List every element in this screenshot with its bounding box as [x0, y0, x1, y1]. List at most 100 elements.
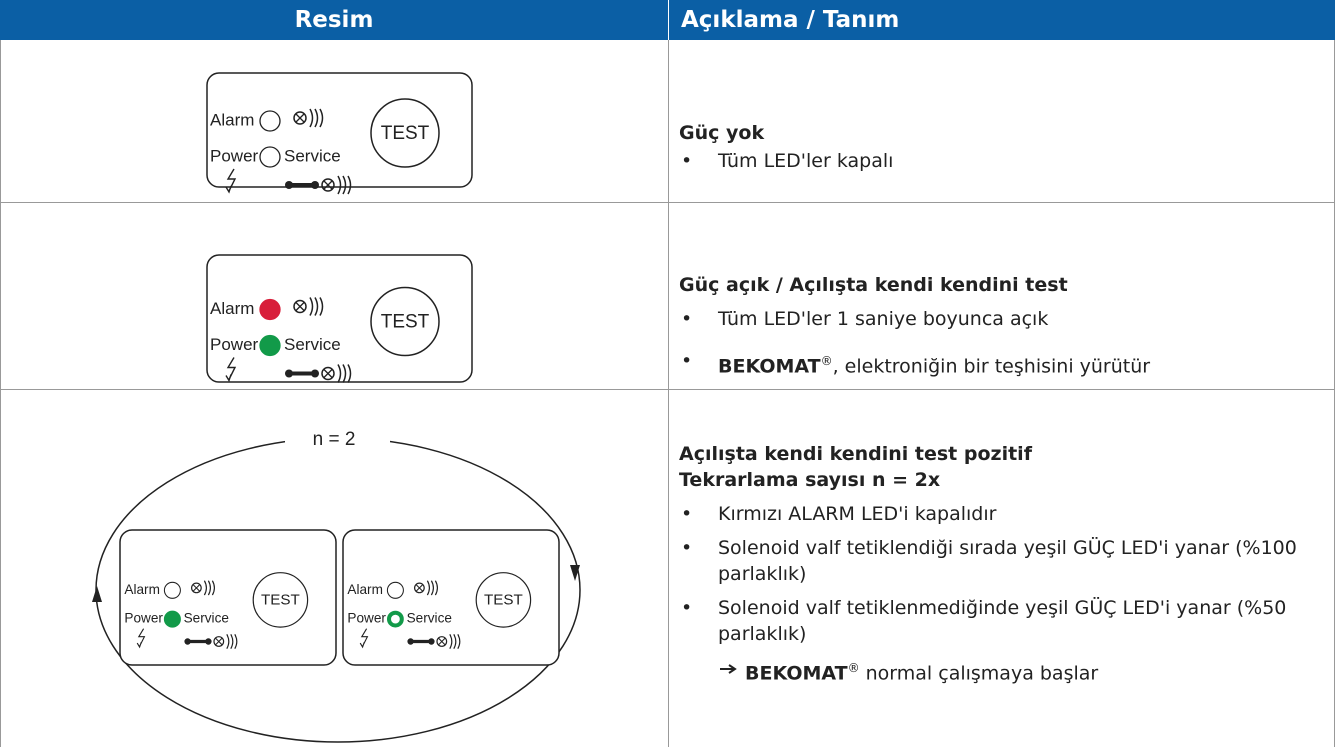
- beacon-icon: [295, 302, 305, 311]
- beacon-wave: [342, 364, 347, 383]
- beacon-wave: [314, 108, 319, 128]
- arrow-icon: [720, 664, 737, 674]
- power-icon: [225, 357, 237, 383]
- border: [0, 202, 1335, 203]
- beacon-wave: [234, 634, 238, 649]
- power-led: [259, 146, 281, 168]
- beacon-wave: [314, 297, 319, 316]
- cycle-arrow: [570, 565, 580, 581]
- beacon-icon: [436, 636, 448, 647]
- header-text: Açıklama / Tanım: [681, 7, 900, 33]
- power-icon: [225, 168, 237, 194]
- beacon-wave: [426, 580, 430, 596]
- brand-mark: ®: [820, 354, 833, 368]
- wrench-icon: [311, 181, 319, 189]
- panel-content: Alarm Power Service TEST: [210, 286, 440, 383]
- wrench-icon: [184, 638, 191, 645]
- beacon-icon: [295, 113, 305, 123]
- power-led: [163, 610, 181, 628]
- header-cell: Resim: [0, 0, 668, 40]
- beacon-wave: [337, 175, 342, 195]
- cell-text: Açılışta kendi kendini test pozitif Tekr…: [679, 441, 1319, 686]
- beacon-wave: [337, 364, 342, 383]
- cycle-arrow: [92, 586, 102, 602]
- led-label: Alarm: [210, 110, 254, 129]
- led-label: Power: [347, 611, 386, 626]
- beacon-wave: [309, 108, 314, 128]
- led-label: Power: [210, 146, 259, 165]
- beacon-icon: [293, 299, 307, 314]
- row-subtitle: Tekrarlama sayısı n = 2x: [679, 469, 941, 491]
- wrench-icon: [407, 638, 414, 645]
- illustrations: n = 2 Alarm Power Service TEST Alarm Power Ser…: [92, 72, 581, 743]
- beacon-wave: [207, 580, 211, 596]
- beacon-icon: [215, 637, 223, 646]
- device-panel: [206, 72, 473, 188]
- test-label: TEST: [381, 123, 430, 144]
- cell-text: Güç açık / Açılışta kendi kendini test T…: [679, 272, 1319, 379]
- border: [668, 40, 669, 747]
- brand: BEKOMAT: [745, 662, 848, 685]
- header-text: Resim: [294, 7, 374, 33]
- alarm-led: [386, 581, 404, 599]
- row-title: Güç yok: [679, 122, 765, 144]
- power-icon: [359, 628, 369, 649]
- bullet-item: Tüm LED'ler 1 saniye boyunca açık: [679, 306, 1319, 332]
- test-button: [370, 98, 440, 168]
- power-icon: [136, 628, 146, 649]
- beacon-wave: [211, 580, 215, 596]
- test-button: [370, 286, 440, 357]
- bullet-item: Kırmızı ALARM LED'i kapalıdır: [679, 501, 1319, 527]
- beacon-wave: [453, 634, 457, 649]
- device-panel: [206, 254, 473, 383]
- beacon-icon: [321, 178, 335, 192]
- led-label: Service: [284, 335, 341, 354]
- beacon-wave: [309, 297, 314, 316]
- beacon-icon: [293, 111, 307, 125]
- label-gap: [285, 425, 390, 453]
- device-panel: [119, 529, 337, 666]
- led-label: Alarm: [124, 582, 159, 597]
- bullet-item: Solenoid valf tetiklenmediğinde yeşil GÜ…: [679, 595, 1319, 647]
- brand-mark: ®: [847, 661, 860, 675]
- beacon-wave: [347, 364, 352, 383]
- cell-text: Güç yok Tüm LED'ler kapalı: [679, 120, 1319, 174]
- test-button: [252, 572, 309, 628]
- power-led: [259, 334, 281, 357]
- wrench-icon: [311, 369, 319, 378]
- test-label: TEST: [381, 312, 430, 333]
- item-text: , elektroniğin bir teşhisini yürütür: [832, 355, 1151, 378]
- row-title: Güç açık / Açılışta kendi kendini test: [679, 274, 1068, 296]
- test-label: TEST: [261, 592, 300, 609]
- brand: BEKOMAT: [718, 355, 821, 378]
- beacon-wave: [342, 175, 347, 195]
- cycle-label: n = 2: [313, 429, 356, 450]
- led-label: Service: [284, 146, 341, 165]
- test-label: TEST: [484, 592, 523, 609]
- beacon-wave: [434, 580, 438, 596]
- beacon-wave: [319, 108, 324, 128]
- wrench-icon: [428, 638, 435, 645]
- panel-content: Alarm Power Service TEST: [347, 572, 532, 649]
- power-led: [387, 610, 404, 628]
- row-title: Açılışta kendi kendini test pozitif: [679, 443, 1032, 465]
- beacon-wave: [449, 634, 453, 649]
- wrench-icon: [285, 181, 293, 189]
- wrench-icon: [285, 369, 293, 378]
- beacon-icon: [415, 584, 423, 592]
- beacon-wave: [347, 175, 352, 195]
- panel-content: Alarm Power Service TEST: [124, 572, 309, 649]
- bullet-item: BEKOMAT®, elektroniğin bir teşhisini yür…: [679, 348, 1319, 379]
- bullet-item: Tüm LED'ler kapalı: [679, 148, 1319, 174]
- wrench-icon: [205, 638, 212, 645]
- border: [0, 389, 1335, 390]
- beacon-wave: [457, 634, 461, 649]
- border: [0, 40, 1, 747]
- test-button: [475, 572, 532, 628]
- beacon-icon: [438, 637, 446, 646]
- device-panel: [342, 529, 560, 666]
- led-label: Service: [407, 611, 452, 626]
- beacon-icon: [323, 180, 333, 190]
- bullet-item: Solenoid valf tetiklendiği sırada yeşil …: [679, 535, 1319, 587]
